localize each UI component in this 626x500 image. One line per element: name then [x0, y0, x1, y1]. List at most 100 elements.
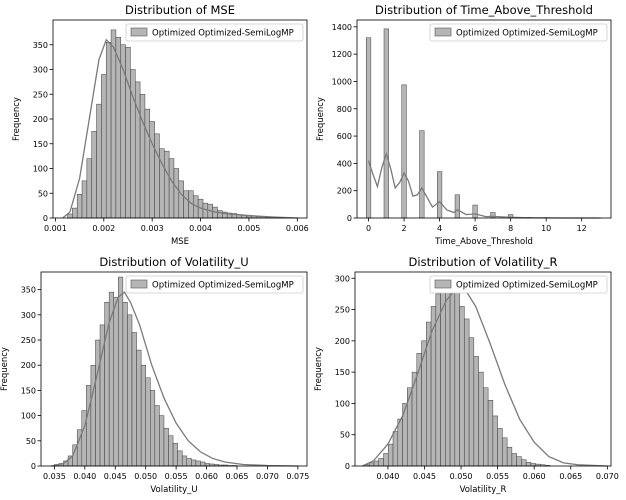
histogram-bar	[91, 131, 97, 219]
histogram-bar	[181, 455, 188, 467]
histogram-bar	[202, 202, 209, 219]
histogram-bar	[135, 81, 141, 219]
y-tick-label: 0	[345, 462, 350, 471]
histogram-bar	[150, 390, 156, 467]
histogram-bar	[139, 94, 146, 219]
x-axis-label: MSE	[171, 237, 189, 247]
histogram-bar	[217, 210, 223, 219]
histogram-bar	[468, 337, 475, 467]
histogram-bar	[86, 385, 92, 467]
legend: Optimized Optimized-SemiLogMP	[125, 23, 304, 42]
legend: Optimized Optimized-SemiLogMP	[429, 275, 608, 294]
y-tick-label: 100	[33, 165, 48, 174]
histogram-bar	[183, 190, 189, 219]
histogram-bar	[149, 121, 155, 219]
histogram-bar	[445, 281, 451, 467]
histogram-bar	[401, 84, 407, 219]
chart-title: Distribution of Volatility_U	[99, 255, 248, 269]
histogram-bar	[492, 415, 498, 467]
plot-frame	[40, 271, 308, 467]
x-axis-label: Volatility_R	[460, 485, 507, 495]
histogram-bar	[369, 462, 375, 467]
x-tick-label: 0	[366, 224, 371, 233]
histogram-bar	[478, 371, 484, 467]
histogram-bar	[101, 74, 107, 219]
histogram-bar	[110, 29, 117, 219]
histogram-bar	[426, 321, 432, 467]
histogram-bar	[118, 276, 124, 467]
histogram-bar	[397, 418, 403, 467]
kde-curve	[51, 291, 298, 467]
histogram-bar	[521, 459, 527, 467]
legend-swatch	[130, 279, 148, 289]
y-axis-label: Frequency	[316, 97, 326, 141]
legend: Optimized Optimized-SemiLogMP	[429, 23, 608, 42]
chart-title: Distribution of Volatility_R	[409, 255, 558, 269]
x-tick-label: 0.004	[189, 224, 212, 233]
y-tick-label: 50	[26, 437, 36, 446]
y-axis-label: Frequency	[314, 347, 324, 391]
histogram-bar	[140, 364, 146, 467]
y-tick-label: 200	[33, 115, 48, 124]
kde-curve	[367, 151, 600, 219]
x-tick-label: 0.065	[559, 472, 582, 481]
histogram-bar	[131, 332, 137, 467]
y-tick-label: 100	[21, 412, 36, 421]
histogram-bar	[435, 293, 441, 467]
histogram-bars	[364, 281, 551, 467]
histogram-bar	[173, 168, 180, 219]
y-tick-label: 400	[337, 159, 352, 168]
histogram-bar	[168, 435, 174, 467]
y-axis-label: Frequency	[12, 97, 22, 141]
y-tick-label: 150	[33, 140, 48, 149]
histogram-bar	[511, 453, 517, 467]
chart-title: Distribution of Time_Above_Threshold	[375, 3, 593, 17]
panel-volatility-r: 0.040 0.045 0.050 0.055 0.060 0.065 0.070 0 50 1…	[314, 255, 619, 495]
y-tick-label: 200	[21, 361, 36, 370]
histogram-bar	[473, 356, 479, 467]
legend-box	[429, 23, 608, 42]
y-axis-label: Frequency	[0, 347, 10, 391]
histogram-bar	[108, 291, 114, 467]
histogram-bar	[136, 349, 142, 467]
histogram-bar	[186, 458, 192, 467]
histogram-bar	[464, 318, 470, 467]
x-tick-label: 0.005	[237, 224, 260, 233]
x-tick-label: 0.050	[134, 472, 157, 481]
histogram-bar	[86, 158, 92, 219]
x-tick-label: 0.055	[486, 472, 509, 481]
x-tick-label: 0.065	[226, 472, 249, 481]
histogram-bar	[392, 431, 399, 467]
y-tick-label: 1000	[332, 77, 352, 86]
x-tick-label: 0.075	[286, 472, 309, 481]
y-tick-label: 0	[31, 462, 36, 471]
y-tick-label: 50	[38, 189, 48, 198]
y-tick-label: 50	[340, 431, 350, 440]
x-tick-label: 0.040	[376, 472, 399, 481]
histogram-bar	[163, 427, 169, 467]
x-tick-label: 2	[402, 224, 407, 233]
histogram-bars	[54, 276, 238, 467]
y-tick-label: 1200	[332, 50, 352, 59]
x-tick-label: 0.070	[256, 472, 279, 481]
panel-mse: 0.001 0.002 0.003 0.004 0.005 0.006 0 50 100 150…	[12, 3, 309, 247]
histogram-bar	[373, 460, 380, 467]
histogram-bar	[383, 453, 389, 467]
histogram-bar	[383, 28, 389, 219]
histogram-bar	[144, 108, 151, 219]
histogram-bar	[95, 339, 101, 467]
y-tick-label: 150	[21, 386, 36, 395]
y-tick-label: 800	[337, 105, 352, 114]
histogram-bar	[72, 207, 78, 219]
x-tick-label: 0.050	[450, 472, 473, 481]
kde-curve	[362, 286, 608, 467]
legend-box	[125, 275, 304, 294]
histogram-bar	[113, 296, 119, 467]
y-tick-label: 350	[21, 286, 36, 295]
y-ticks: 0 50 100 150 200 250 300 350	[33, 41, 53, 223]
plot-frame	[52, 19, 308, 219]
x-ticks: 0.001 0.002 0.003 0.004 0.005 0.006	[44, 218, 309, 233]
legend: Optimized Optimized-SemiLogMP	[125, 275, 304, 294]
histogram-bar	[164, 150, 170, 219]
